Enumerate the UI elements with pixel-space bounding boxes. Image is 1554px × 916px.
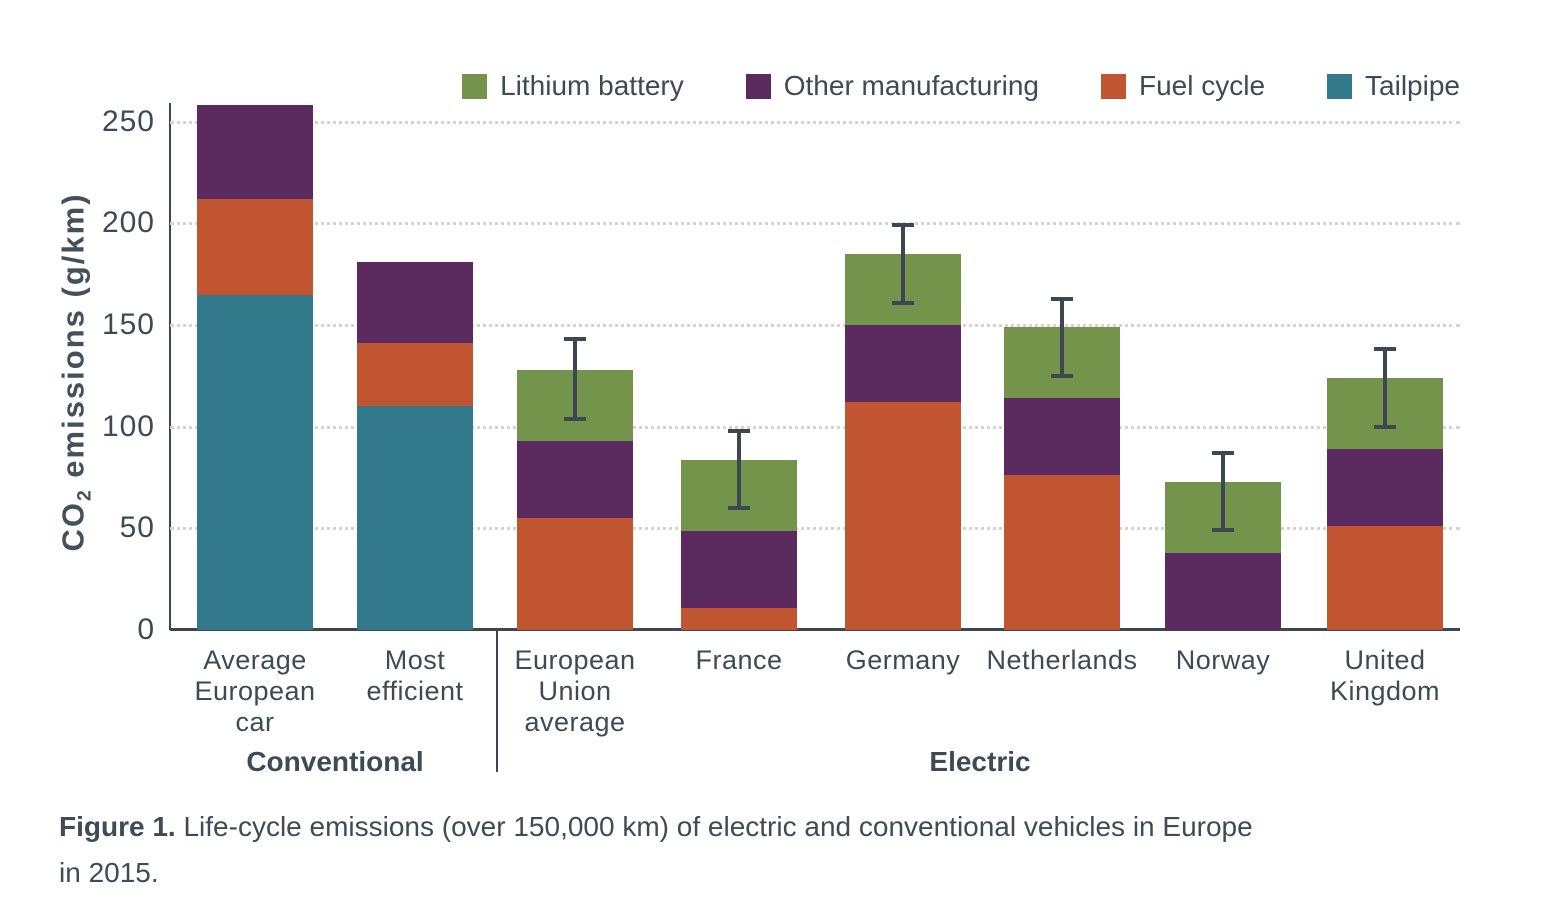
figure-caption: Figure 1. Life-cycle emissions (over 150…	[59, 804, 1519, 896]
legend-item-lithium-battery: Lithium battery	[462, 70, 684, 102]
bar-segment-other_manufacturing	[517, 441, 633, 518]
error-bar-line-united-kingdom	[1383, 347, 1387, 429]
y-tick-label-150: 150	[101, 308, 155, 342]
y-tick-label-200: 200	[101, 206, 155, 240]
bar-segment-other_manufacturing	[845, 325, 961, 402]
caption-figure-number: Figure 1.	[59, 811, 176, 842]
legend-swatch-other-manufacturing-icon	[745, 73, 771, 99]
y-tick-label-0: 0	[137, 613, 155, 646]
bar-segment-tailpipe	[357, 406, 473, 630]
bar-average-european-car	[197, 105, 313, 630]
legend-label: Other manufacturing	[783, 70, 1039, 101]
error-bar-cap-top-norway	[1212, 451, 1234, 456]
bar-segment-fuel_cycle	[517, 518, 633, 630]
legend-item-fuel-cycle: Fuel cycle	[1101, 70, 1265, 102]
y-axis-line	[169, 103, 171, 630]
bar-segment-other_manufacturing	[1165, 553, 1281, 630]
gridline-250	[170, 120, 1460, 124]
error-bar-line-norway	[1221, 451, 1225, 533]
error-bar-cap-bottom-france	[728, 506, 750, 511]
legend-swatch-tailpipe-icon	[1327, 73, 1353, 99]
error-bar-cap-bottom-netherlands	[1051, 373, 1073, 378]
gridline-50	[170, 527, 1460, 531]
gridline-200	[170, 222, 1460, 226]
bar-segment-other_manufacturing	[357, 262, 473, 343]
error-bar-line-france	[737, 428, 741, 511]
group-divider	[496, 630, 498, 772]
bar-european-union-average	[517, 370, 633, 630]
y-tick-label-100: 100	[101, 409, 155, 443]
x-tick-label-european-union-average: European Union average	[514, 645, 636, 737]
gridline-100	[170, 425, 1460, 429]
y-tick-label-50: 50	[119, 511, 155, 545]
x-tick-label-netherlands: Netherlands	[986, 645, 1138, 675]
error-bar-cap-bottom-germany	[892, 300, 914, 305]
group-label-electric: Electric	[929, 746, 1031, 777]
error-bar-cap-top-united-kingdom	[1374, 347, 1396, 352]
gridline-150	[170, 324, 1460, 328]
bar-segment-other_manufacturing	[1004, 398, 1120, 475]
bar-segment-fuel_cycle	[1004, 475, 1120, 630]
bar-netherlands	[1004, 327, 1120, 630]
legend-label: Tailpipe	[1365, 70, 1460, 101]
x-tick-label-average-european-car: Average European car	[194, 645, 316, 737]
y-axis-title: CO2 emissions (g/km)	[55, 192, 96, 552]
bar-segment-other_manufacturing	[1327, 449, 1443, 526]
x-tick-label-france: France	[695, 645, 783, 675]
bar-segment-fuel_cycle	[357, 343, 473, 406]
bar-segment-fuel_cycle	[1327, 526, 1443, 630]
legend: Lithium battery Other manufacturing Fuel…	[462, 70, 1460, 102]
error-bar-line-germany	[901, 223, 905, 305]
error-bar-cap-bottom-united-kingdom	[1374, 424, 1396, 429]
error-bar-cap-top-netherlands	[1051, 296, 1073, 301]
bar-segment-fuel_cycle	[681, 608, 797, 630]
legend-item-other-manufacturing: Other manufacturing	[745, 70, 1039, 102]
error-bar-cap-top-france	[728, 428, 750, 433]
bar-segment-tailpipe	[197, 295, 313, 630]
legend-swatch-lithium-battery-icon	[462, 73, 488, 99]
error-bar-cap-bottom-european-union-average	[564, 416, 586, 421]
error-bar-line-european-union-average	[573, 337, 577, 421]
error-bar-line-netherlands	[1060, 296, 1064, 378]
group-label-conventional: Conventional	[246, 746, 424, 777]
bar-segment-other_manufacturing	[197, 105, 313, 199]
caption-text: Life-cycle emissions (over 150,000 km) o…	[59, 811, 1253, 888]
x-axis-line	[170, 628, 1460, 631]
bar-germany	[845, 254, 961, 630]
bar-segment-fuel_cycle	[845, 402, 961, 630]
x-tick-label-norway: Norway	[1175, 645, 1271, 675]
legend-label: Lithium battery	[500, 70, 684, 101]
legend-swatch-fuel-cycle-icon	[1101, 73, 1126, 99]
legend-item-tailpipe: Tailpipe	[1327, 70, 1460, 102]
x-tick-label-united-kingdom: United Kingdom	[1329, 645, 1441, 706]
error-bar-cap-bottom-norway	[1212, 528, 1234, 533]
bar-segment-other_manufacturing	[681, 531, 797, 608]
legend-label: Fuel cycle	[1139, 70, 1266, 101]
x-tick-label-most-efficient: Most efficient	[366, 645, 464, 706]
bar-most-efficient	[357, 262, 473, 630]
x-tick-label-germany: Germany	[845, 645, 961, 675]
y-tick-label-250: 250	[101, 104, 155, 138]
bar-segment-fuel_cycle	[197, 199, 313, 295]
error-bar-cap-top-germany	[892, 223, 914, 228]
error-bar-cap-top-european-union-average	[564, 337, 586, 342]
